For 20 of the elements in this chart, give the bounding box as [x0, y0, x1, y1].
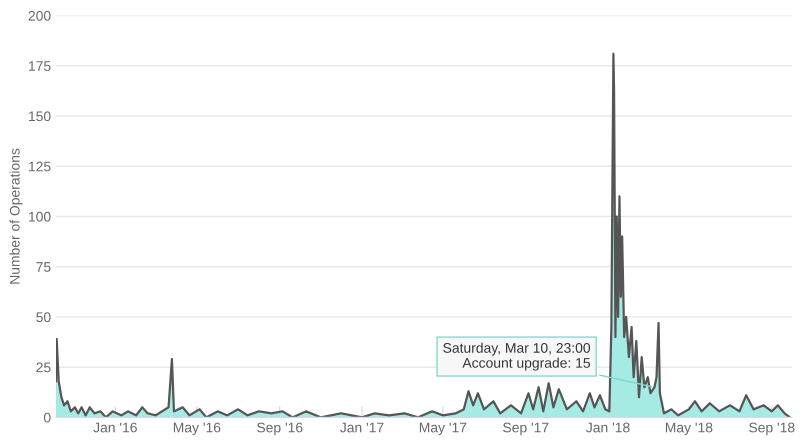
y-tick-label: 150	[29, 111, 51, 122]
y-tick-label: 50	[36, 312, 51, 322]
x-tick-label: Sep '17	[503, 422, 548, 436]
y-tick-label: 175	[29, 61, 51, 71]
x-tick-label: Jan '18	[586, 422, 630, 432]
annotation: Saturday, Mar 10, 23:00 Account upgrade: 15	[443, 342, 590, 371]
y-tick-label: 25	[36, 362, 51, 372]
x-tick-label: Jan '16	[93, 422, 137, 432]
y-tick-label: 125	[29, 162, 51, 172]
x-tick-label: Sep '16	[257, 422, 302, 436]
x-tick-label: Sep '18	[749, 422, 795, 436]
y-tick-label: 100	[29, 212, 51, 222]
x-tick-label: May '16	[174, 422, 220, 436]
y-tick-label: 75	[36, 262, 51, 272]
y-tick-label: 0	[44, 412, 51, 423]
x-tick-label: May '17	[420, 422, 466, 436]
y-axis-title: Number of Operations	[9, 148, 22, 284]
x-tick-label: May '18	[666, 422, 712, 436]
y-tick-label: 200	[28, 10, 51, 21]
x-tick-label: Jan '17	[340, 422, 384, 432]
